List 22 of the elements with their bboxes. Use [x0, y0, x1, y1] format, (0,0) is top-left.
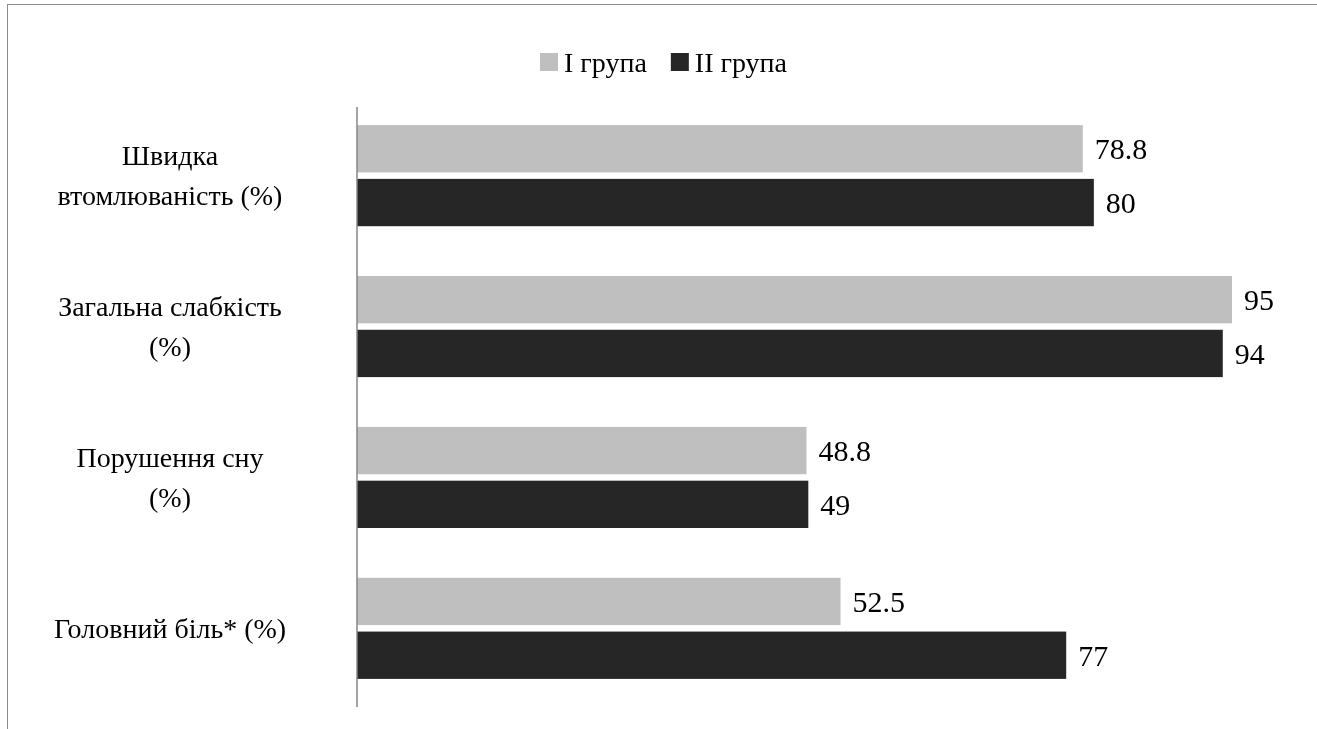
legend-label: I група: [563, 46, 648, 78]
data-label: 52.5: [852, 584, 906, 618]
data-label: 94: [1234, 336, 1265, 370]
legend-label: II група: [694, 46, 788, 78]
bar: [357, 480, 809, 528]
data-label: 95: [1244, 283, 1274, 317]
bar: [357, 276, 1232, 324]
bar: [357, 125, 1083, 173]
y-tick-label: Загальна слабкість (%): [58, 291, 282, 363]
bar: [357, 631, 1067, 679]
bar: [357, 426, 807, 475]
data-label: 77: [1078, 638, 1109, 672]
bar: [357, 577, 841, 626]
bar: [357, 329, 1223, 378]
bar: [357, 178, 1094, 227]
y-tick-label: Головний біль* (%): [53, 612, 287, 644]
data-label: 78.8: [1094, 132, 1148, 166]
y-tick-label: Порушення сну (%): [76, 441, 264, 513]
data-label: 80: [1105, 186, 1136, 220]
y-tick-label: Швидка втомлюваність (%): [57, 140, 283, 212]
data-label: 48.8: [818, 434, 871, 468]
data-label: 49: [820, 487, 851, 521]
